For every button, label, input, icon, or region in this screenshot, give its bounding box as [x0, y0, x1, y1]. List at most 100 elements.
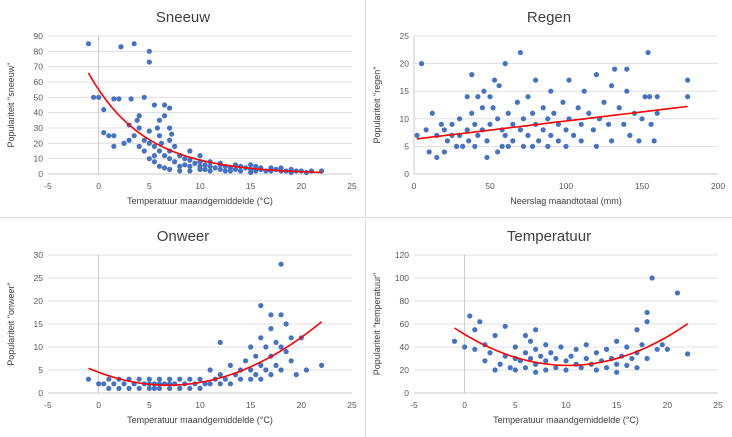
sneeuw-x-tick-label: 0 — [96, 181, 101, 191]
onweer-x-tick-label: 5 — [147, 400, 152, 410]
regen-data-point — [551, 110, 557, 116]
onweer-data-point — [258, 376, 264, 382]
regen-x-tick-label: 0 — [412, 181, 417, 191]
sneeuw-data-point — [151, 153, 157, 159]
sneeuw-x-tick-label: 20 — [297, 181, 307, 191]
regen-data-point — [490, 105, 496, 111]
temperatuur-data-point — [634, 327, 640, 333]
regen-data-point — [533, 77, 539, 83]
onweer-y-tick-label: 5 — [38, 365, 43, 375]
regen-trendline — [416, 105, 688, 140]
sneeuw-data-point — [101, 130, 107, 136]
temperatuur-data-point — [548, 350, 554, 356]
onweer-data-point — [146, 385, 152, 391]
temperatuur-data-point — [578, 365, 584, 371]
temperatuur-data-point — [573, 346, 579, 352]
temperatuur-data-point — [538, 353, 544, 359]
onweer-data-point — [116, 385, 122, 391]
onweer-data-point — [156, 376, 163, 382]
temperatuur-x-tick-label: 25 — [713, 400, 723, 410]
regen-data-point — [438, 121, 444, 127]
sneeuw-data-point — [111, 96, 117, 102]
onweer-data-point — [227, 381, 233, 387]
temperatuur-data-point — [543, 367, 549, 373]
regen-data-point — [484, 154, 490, 161]
chart-panel-regen: Regen 0 5 10 15 20 25 0 50 100 150 200 Neerslag maan… — [366, 0, 732, 218]
temperatuur-data-point — [472, 327, 478, 333]
onweer-data-point — [248, 367, 254, 373]
onweer-data-point — [85, 376, 92, 382]
sneeuw-data-point — [146, 140, 152, 146]
regen-x-tick-label: 50 — [485, 181, 495, 191]
temperatuur-data-point — [664, 346, 670, 352]
sneeuw-data-point — [172, 159, 178, 165]
regen-data-point — [642, 94, 648, 100]
onweer-x-tick-label: -5 — [44, 400, 52, 410]
onweer-data-point — [207, 381, 213, 387]
temperatuur-data-point — [522, 332, 529, 339]
temperatuur-chart-title: Temperatuur — [507, 228, 591, 245]
onweer-data-point — [167, 385, 173, 391]
regen-data-point — [487, 121, 493, 127]
regen-data-point — [609, 83, 615, 89]
temperatuur-data-point — [649, 275, 655, 281]
sneeuw-y-tick-label: 80 — [34, 46, 44, 56]
regen-data-point — [639, 116, 645, 122]
temperatuur-data-point — [477, 319, 483, 325]
onweer-data-point — [283, 349, 289, 355]
regen-data-point — [444, 138, 451, 144]
temperatuur-data-point — [644, 309, 650, 316]
sneeuw-data-point — [116, 96, 122, 102]
chart-panel-temperatuur: Temperatuur 0 20 40 60 80 100 120 -5 0 5 10 15 20 25 Te… — [366, 219, 732, 437]
onweer-data-point — [248, 344, 254, 350]
temperatuur-data-point — [543, 358, 549, 364]
regen-data-point — [472, 143, 478, 149]
regen-data-point — [505, 110, 511, 116]
onweer-data-point — [136, 376, 142, 382]
sneeuw-y-tick-label: 40 — [34, 108, 44, 118]
sneeuw-data-point — [197, 166, 203, 172]
regen-data-point — [685, 94, 691, 100]
onweer-data-point — [319, 362, 325, 368]
sneeuw-data-point — [207, 163, 213, 169]
regen-data-point — [616, 105, 622, 111]
regen-data-point — [479, 105, 485, 111]
onweer-data-point — [126, 385, 132, 391]
onweer-data-point — [258, 303, 264, 309]
sneeuw-data-point — [237, 168, 244, 174]
regen-data-point — [414, 132, 420, 138]
regen-data-point — [545, 143, 551, 149]
sneeuw-data-point — [167, 137, 173, 143]
regen-data-point — [491, 77, 498, 83]
onweer-x-tick-label: 0 — [96, 400, 101, 410]
onweer-data-point — [288, 335, 294, 341]
chart-panel-onweer: Onweer 0 5 10 15 20 25 30 -5 0 5 10 15 20 25 Temperatuu… — [0, 219, 366, 437]
onweer-x-tick-label: 20 — [297, 400, 307, 410]
sneeuw-data-point — [91, 94, 97, 100]
regen-data-point — [601, 99, 607, 105]
onweer-trendline — [88, 321, 323, 386]
onweer-data-point — [177, 385, 183, 391]
regen-y-tick-label: 15 — [400, 86, 410, 96]
regen-data-point — [685, 77, 691, 83]
temperatuur-y-tick-label: 20 — [400, 365, 410, 375]
regen-data-point — [525, 94, 531, 100]
sneeuw-data-point — [131, 133, 137, 139]
onweer-y-tick-label: 20 — [34, 296, 44, 306]
temperatuur-data-point — [674, 290, 681, 296]
onweer-data-point — [253, 372, 259, 378]
temperatuur-y-tick-label: 0 — [404, 388, 409, 398]
regen-data-point — [460, 143, 466, 149]
sneeuw-data-point — [253, 163, 259, 169]
onweer-data-point — [136, 385, 142, 391]
regen-data-point — [466, 138, 472, 144]
temperatuur-y-tick-label: 100 — [395, 273, 409, 283]
regen-data-point — [484, 138, 490, 144]
regen-data-point — [560, 99, 566, 105]
regen-chart-title: Regen — [527, 9, 571, 26]
onweer-data-point — [273, 362, 279, 368]
temperatuur-data-point — [492, 332, 498, 339]
sneeuw-data-point — [248, 169, 254, 176]
sneeuw-data-point — [156, 148, 163, 154]
